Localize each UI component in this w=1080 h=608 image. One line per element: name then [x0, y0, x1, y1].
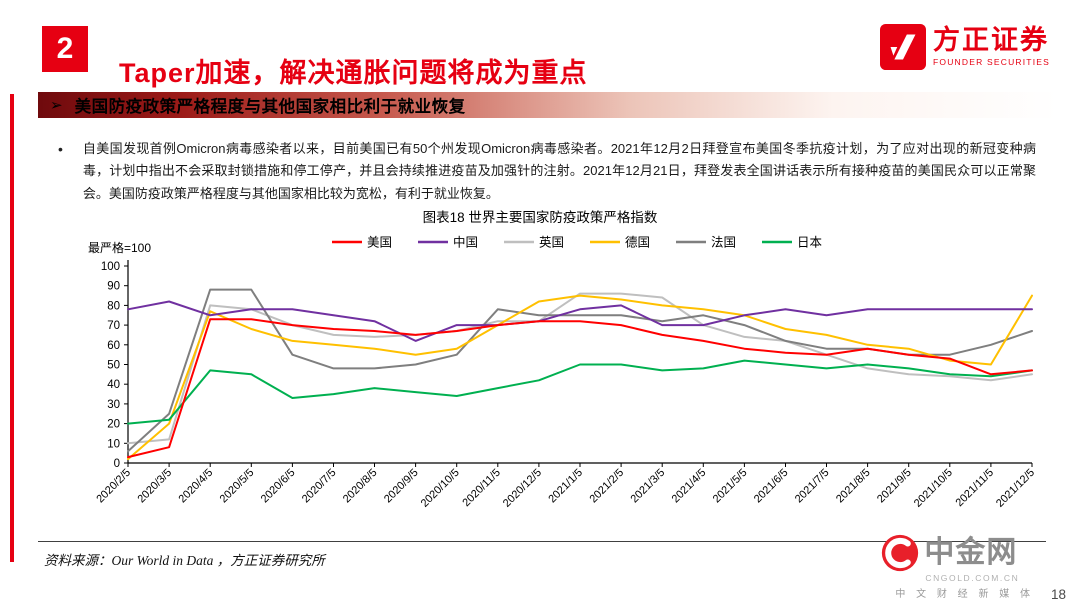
axis-note: 最严格=100: [88, 240, 151, 255]
svg-text:2021/6/5: 2021/6/5: [752, 467, 791, 506]
svg-text:50: 50: [107, 360, 120, 372]
series-line-uk: [127, 292, 1033, 445]
svg-text:2020/10/5: 2020/10/5: [419, 467, 462, 510]
svg-text:2020/8/5: 2020/8/5: [341, 467, 380, 506]
source-note: 资料来源：Our World in Data ，方正证券研究所: [44, 553, 325, 568]
legend-label-france: 法国: [711, 236, 736, 250]
bullet-icon: •: [58, 141, 63, 157]
svg-text:60: 60: [107, 340, 120, 352]
svg-text:2021/5/5: 2021/5/5: [711, 467, 750, 506]
svg-text:80: 80: [107, 300, 120, 312]
svg-text:2021/7/5: 2021/7/5: [793, 467, 832, 506]
svg-text:40: 40: [107, 379, 120, 391]
series-line-china: [127, 300, 1033, 342]
legend-label-us: 美国: [367, 236, 392, 250]
svg-text:70: 70: [107, 320, 120, 332]
svg-text:10: 10: [107, 438, 120, 450]
body-paragraph: • 自美国发现首例Omicron病毒感染者以来，目前美国已有50个州发现Omic…: [58, 138, 1036, 205]
svg-text:2020/3/5: 2020/3/5: [135, 467, 174, 506]
svg-text:100: 100: [101, 261, 120, 273]
svg-text:90: 90: [107, 281, 120, 293]
svg-text:2020/7/5: 2020/7/5: [300, 467, 339, 506]
series-line-japan: [127, 359, 1033, 425]
legend-label-germany: 德国: [625, 235, 650, 250]
brand-text: 方正证券 FOUNDER SECURITIES: [933, 25, 1050, 68]
chart-title: 图表18 世界主要国家防疫政策严格指数: [422, 210, 658, 225]
brand-name-cn: 方正证券: [933, 25, 1049, 55]
svg-text:2020/2/5: 2020/2/5: [94, 467, 133, 506]
svg-text:2020/5/5: 2020/5/5: [218, 467, 257, 506]
cngold-circle-icon: [881, 534, 919, 572]
series-line-germany: [127, 294, 1033, 461]
svg-text:2020/9/5: 2020/9/5: [382, 467, 421, 506]
founder-securities-icon: [880, 24, 926, 70]
brand-name-en: FOUNDER SECURITIES: [933, 57, 1050, 67]
legend-label-japan: 日本: [797, 236, 823, 250]
cngold-logo-top: 中金网: [881, 534, 1034, 572]
left-accent-bar: [10, 94, 14, 562]
footer-divider: [38, 541, 1046, 542]
arrow-bullet-icon: ➢: [50, 97, 63, 114]
svg-text:2021/1/5: 2021/1/5: [546, 467, 585, 506]
svg-text:2021/2/5: 2021/2/5: [587, 467, 626, 506]
cngold-tagline: 中 文 财 经 新 媒 体: [895, 589, 1034, 600]
svg-text:2021/12/5: 2021/12/5: [994, 467, 1037, 510]
svg-text:2021/9/5: 2021/9/5: [875, 467, 914, 506]
svg-text:2020/12/5: 2020/12/5: [501, 467, 544, 510]
stringency-index-chart: 0 10 20 30 40 50 60 70 80 90 100 最严格=100 2020/2/5 202…: [82, 234, 1042, 536]
series-line-us: [127, 318, 1033, 459]
cngold-name: 中金网: [924, 536, 1018, 569]
page-number: 18: [1050, 587, 1066, 602]
svg-text:2021/8/5: 2021/8/5: [834, 467, 873, 506]
body-paragraph-text: 自美国发现首例Omicron病毒感染者以来，目前美国已有50个州发现Omicro…: [82, 141, 1036, 201]
svg-text:2021/4/5: 2021/4/5: [670, 467, 709, 506]
svg-text:2021/11/5: 2021/11/5: [954, 467, 997, 510]
svg-text:0: 0: [114, 458, 120, 470]
svg-text:2020/6/5: 2020/6/5: [259, 467, 298, 506]
cngold-logo: 中金网 CNGOLD.COM.CN 中 文 财 经 新 媒 体: [881, 534, 1064, 600]
svg-text:2021/10/5: 2021/10/5: [912, 467, 955, 510]
legend-label-china: 中国: [453, 235, 478, 250]
subtitle-banner: ➢ 美国防疫政策严格程度与其他国家相比利于就业恢复: [38, 92, 1058, 118]
legend-label-uk: 英国: [539, 236, 564, 250]
cngold-domain: CNGOLD.COM.CN: [925, 573, 1020, 583]
svg-text:2020/11/5: 2020/11/5: [460, 467, 503, 510]
founder-securities-logo: 方正证券 FOUNDER SECURITIES: [880, 24, 1050, 70]
subtitle-text: 美国防疫政策严格程度与其他国家相比利于就业恢复: [74, 98, 466, 116]
svg-text:30: 30: [107, 399, 120, 411]
svg-text:20: 20: [107, 419, 120, 431]
svg-text:2021/3/5: 2021/3/5: [629, 467, 668, 506]
page-title: Taper加速，解决通胀问题将成为重点: [119, 58, 588, 89]
section-number-badge: 2: [42, 26, 88, 72]
svg-text:2020/4/5: 2020/4/5: [177, 467, 216, 506]
